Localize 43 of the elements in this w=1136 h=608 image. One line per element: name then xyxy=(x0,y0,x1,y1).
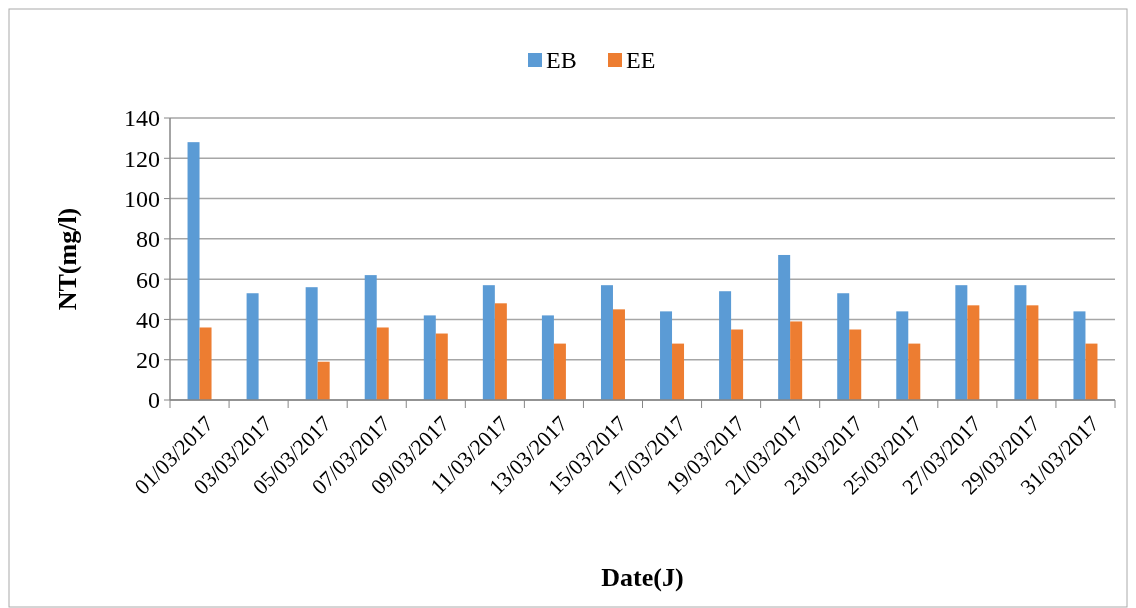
bar xyxy=(494,303,507,400)
bar xyxy=(1085,343,1098,400)
bar xyxy=(896,311,909,400)
y-tick-label: 100 xyxy=(124,185,160,212)
bar xyxy=(731,329,744,400)
bar xyxy=(955,285,968,400)
bar xyxy=(376,327,389,400)
bar xyxy=(246,293,259,400)
y-tick-label: 40 xyxy=(136,306,160,333)
bar xyxy=(187,142,200,400)
legend-label: EB xyxy=(546,47,577,74)
bar xyxy=(305,287,318,400)
legend-label: EE xyxy=(626,47,656,74)
bar xyxy=(837,293,850,400)
y-tick-label: 80 xyxy=(136,226,160,253)
bar xyxy=(423,315,436,400)
bar xyxy=(553,343,566,400)
bar xyxy=(1026,305,1039,400)
x-axis-title: Date(J) xyxy=(601,563,684,592)
bar xyxy=(719,291,732,400)
bar xyxy=(967,305,980,400)
bar xyxy=(849,329,862,400)
bar xyxy=(672,343,685,400)
bar xyxy=(317,361,330,400)
bar xyxy=(600,285,613,400)
y-tick-label: 120 xyxy=(124,145,160,172)
y-tick-label: 60 xyxy=(136,266,160,293)
y-axis-title: NT(mg/l) xyxy=(53,207,82,311)
bar xyxy=(364,275,377,400)
bar xyxy=(435,333,448,400)
bar xyxy=(1073,311,1086,400)
bar xyxy=(482,285,495,400)
y-tick-label: 140 xyxy=(124,105,160,132)
bar xyxy=(660,311,673,400)
bar xyxy=(612,309,625,400)
bar xyxy=(1014,285,1027,400)
y-tick-label: 0 xyxy=(148,387,160,414)
bar xyxy=(790,321,803,400)
y-tick-label: 20 xyxy=(136,347,160,374)
bar xyxy=(199,327,212,400)
bar xyxy=(908,343,921,400)
bar xyxy=(541,315,554,400)
bar xyxy=(778,254,791,400)
